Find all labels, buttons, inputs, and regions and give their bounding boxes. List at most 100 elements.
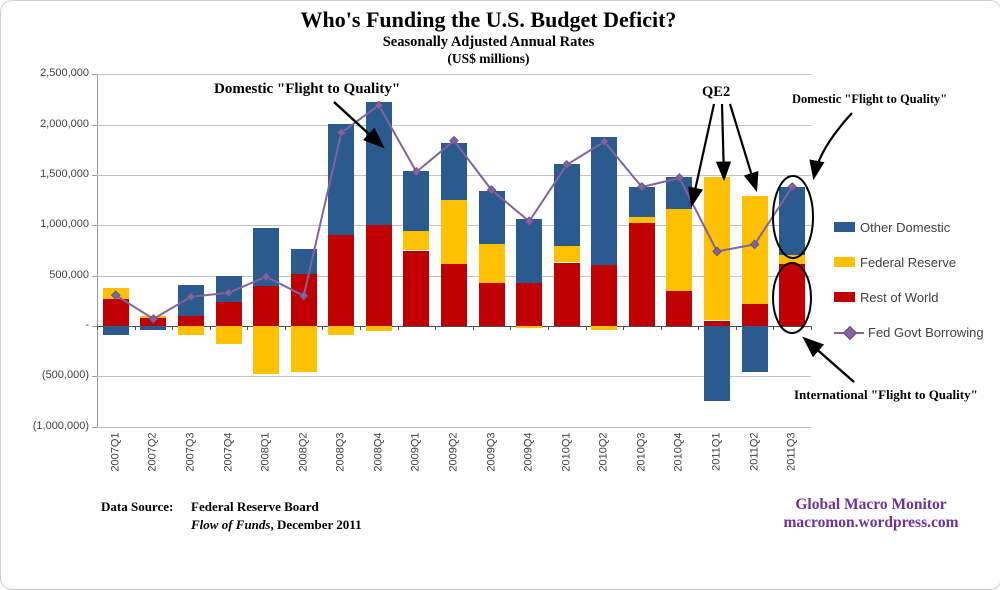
annotation-domestic-flight-left: Domestic "Flight to Quality"	[214, 81, 401, 97]
line-marker-diamond	[524, 216, 535, 227]
x-axis-tickmark	[435, 326, 436, 330]
zero-axis-line	[97, 326, 811, 327]
branding-url[interactable]: macromon.wordpress.com	[783, 514, 959, 531]
x-axis-tickmark	[623, 326, 624, 330]
gridline	[97, 376, 811, 377]
x-axis-tickmark	[247, 326, 248, 330]
y-axis-line	[97, 74, 98, 427]
x-axis-label-2008Q1: 2008Q1	[259, 432, 272, 472]
annotation-domestic-flight-right: Domestic "Flight to Quality"	[792, 92, 948, 106]
bar-segment-rest-of-world-2009Q2	[441, 263, 467, 326]
arrow-international	[802, 336, 855, 383]
bar-segment-other-domestic-2009Q4	[516, 219, 542, 284]
gridline	[97, 125, 811, 126]
annotation-qe2: QE2	[702, 84, 731, 100]
bar-segment-other-domestic-2009Q1	[403, 171, 429, 232]
y-axis-tick-label: (500,000)	[41, 369, 89, 382]
x-axis-tickmark	[698, 326, 699, 330]
y-axis-tickmark	[92, 125, 97, 126]
bar-segment-federal-reserve-2010Q2	[591, 326, 617, 330]
y-axis-tickmark	[92, 175, 97, 176]
y-axis-tick-label: 500,000	[49, 268, 89, 281]
chart-subtitle: Seasonally Adjusted Annual Rates	[382, 34, 595, 50]
bar-segment-federal-reserve-2010Q3	[629, 217, 655, 224]
bar-segment-other-domestic-2009Q3	[479, 190, 505, 244]
legend-label: Federal Reserve	[860, 255, 957, 270]
x-axis-tickmark	[322, 326, 323, 330]
chart-units-subtitle: (US$ millions)	[447, 51, 530, 66]
bar-segment-federal-reserve-2011Q2	[742, 196, 768, 304]
bar-segment-federal-reserve-2008Q1	[253, 326, 279, 375]
line-marker-diamond	[110, 290, 121, 301]
bar-segment-federal-reserve-2007Q4	[216, 326, 242, 344]
y-axis-tickmark	[92, 225, 97, 226]
line-marker-diamond	[223, 287, 234, 298]
branding-name: Global Macro Monitor	[795, 496, 947, 513]
line-marker-diamond	[637, 182, 647, 192]
bar-segment-other-domestic-2011Q1	[704, 326, 730, 401]
x-axis-tickmark	[473, 326, 474, 330]
legend-label: Other Domestic	[860, 220, 951, 235]
data-source-publication: Flow of Funds	[191, 517, 271, 532]
x-axis-tickmark	[285, 326, 286, 330]
bar-segment-federal-reserve-2009Q3	[479, 243, 505, 284]
chart-title: Who's Funding the U.S. Budget Deficit?	[300, 7, 677, 32]
legend-label: Rest of World	[860, 290, 939, 305]
bar-segment-federal-reserve-2008Q3	[328, 326, 354, 335]
bar-segment-rest-of-world-2011Q2	[742, 303, 768, 326]
bar-segment-rest-of-world-2010Q2	[591, 264, 617, 326]
y-axis-tickmark	[92, 276, 97, 277]
y-axis-tick-label: 2,000,000	[40, 117, 89, 130]
bar-segment-rest-of-world-2008Q1	[253, 285, 279, 326]
x-axis-tickmark	[135, 326, 136, 330]
legend-diamond-marker	[842, 325, 858, 341]
bar-segment-rest-of-world-2011Q1	[704, 320, 730, 326]
bar-segment-other-domestic-2011Q2	[742, 326, 768, 373]
line-marker-diamond	[411, 167, 422, 177]
legend-swatch	[834, 257, 855, 267]
bar-segment-rest-of-world-2008Q4	[366, 225, 392, 326]
line-marker-diamond	[674, 173, 685, 183]
x-axis-label-2007Q1: 2007Q1	[109, 432, 122, 472]
bar-segment-rest-of-world-2009Q3	[479, 283, 505, 326]
bar-segment-federal-reserve-2009Q4	[516, 326, 542, 328]
bar-segment-rest-of-world-2010Q4	[666, 290, 692, 326]
line-marker-diamond	[749, 239, 760, 250]
bar-segment-rest-of-world-2008Q3	[328, 235, 354, 326]
bar-segment-federal-reserve-2009Q1	[403, 231, 429, 251]
y-axis-tick-label: 2,500,000	[40, 67, 89, 80]
y-axis-tickmark	[92, 326, 97, 327]
x-axis-tickmark	[398, 326, 399, 330]
legend-label: Fed Govt Borrowing	[868, 325, 984, 340]
bar-segment-rest-of-world-2007Q1	[103, 298, 129, 326]
y-axis-tickmark	[92, 427, 97, 428]
x-axis-tickmark	[736, 326, 737, 330]
x-axis-label-2011Q3: 2011Q3	[785, 432, 798, 471]
x-axis-label-2008Q2: 2008Q2	[297, 432, 310, 472]
x-axis-label-2007Q3: 2007Q3	[184, 432, 197, 472]
line-marker-diamond	[148, 314, 159, 324]
bar-segment-other-domestic-2007Q1	[103, 326, 129, 336]
x-axis-tickmark	[811, 326, 812, 330]
x-axis-label-2008Q4: 2008Q4	[372, 432, 385, 472]
bar-segment-federal-reserve-2008Q2	[291, 326, 317, 373]
x-axis-tickmark	[210, 326, 211, 330]
y-axis-tick-label: 1,500,000	[40, 167, 89, 180]
gridline	[97, 74, 811, 75]
x-axis-label-2009Q4: 2009Q4	[522, 432, 535, 472]
x-axis-label-2010Q2: 2010Q2	[597, 432, 610, 472]
line-marker-diamond	[712, 246, 722, 257]
x-axis-label-2011Q1: 2011Q1	[710, 432, 723, 471]
bar-segment-rest-of-world-2009Q4	[516, 283, 542, 326]
bar-segment-federal-reserve-2009Q2	[441, 199, 467, 264]
line-marker-diamond	[486, 185, 497, 195]
x-axis-tickmark	[360, 326, 361, 330]
bar-segment-federal-reserve-2010Q4	[666, 209, 692, 291]
plot-area	[92, 74, 812, 428]
line-marker-diamond	[599, 136, 610, 147]
legend-swatch	[834, 292, 855, 302]
annotation-international-flight: International "Flight to Quality"	[794, 387, 978, 402]
line-marker-diamond	[561, 159, 572, 170]
x-axis-tickmark	[510, 326, 511, 330]
